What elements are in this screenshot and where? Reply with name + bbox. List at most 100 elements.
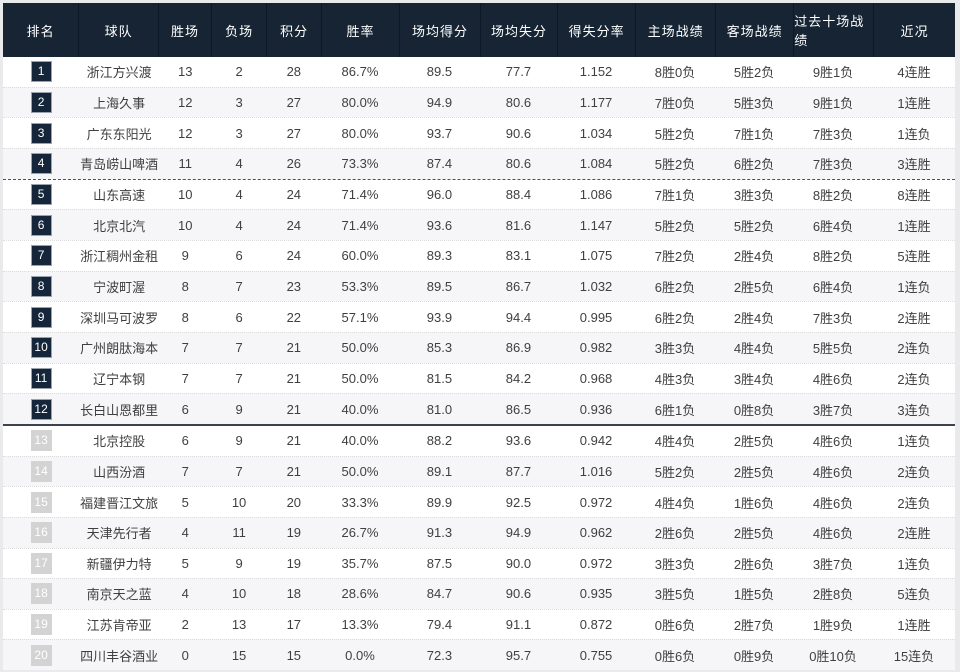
avg-conceded-value: 90.6 [505,125,532,141]
team-name: 四川丰谷酒业 [80,648,159,664]
away-record-value: 1胜6负 [733,495,775,511]
ratio-value: 1.177 [579,94,613,110]
home-record-value: 4胜4负 [654,495,696,511]
win-pct-value: 0.0% [345,647,375,663]
rank-cell: 16 [3,522,79,544]
avg-scored-value: 94.9 [426,94,453,110]
avg-conceded-value: 95.7 [505,647,532,663]
points-value: 17 [286,617,302,633]
ratio-value: 0.942 [579,433,613,449]
column-header: 胜场 [158,3,211,57]
home-record-value: 5胜2负 [654,126,696,142]
streak-value: 2连负 [897,371,931,387]
win-pct-value: 71.4% [341,217,379,233]
away-record-value: 2胜5负 [733,434,775,450]
team-name: 北京北汽 [93,218,146,234]
rank-badge: 19 [30,614,52,636]
team-name: 上海久事 [93,95,146,111]
home-record-value: 0胜6负 [654,618,696,634]
wins-value: 9 [181,248,189,264]
points-value: 23 [286,278,302,294]
avg-scored-value: 93.7 [426,125,453,141]
streak-value: 1连负 [897,279,931,295]
avg-conceded-value: 94.9 [505,525,532,541]
rank-cell: 1 [3,61,79,83]
table-row: 2 上海久事 12 3 27 80.0% 94.9 80.6 1.177 7胜0… [3,86,955,118]
rank-badge: 12 [30,398,52,420]
rank-badge: 14 [30,460,52,482]
win-pct-value: 86.7% [341,64,379,80]
rank-cell: 9 [3,306,79,328]
ratio-value: 0.872 [579,617,613,633]
home-record-value: 3胜3负 [654,341,696,357]
streak-value: 2连负 [897,464,931,480]
away-record-value: 4胜4负 [733,341,775,357]
streak-value: 1连负 [897,556,931,572]
table-row: 9 深圳马可波罗 8 6 22 57.1% 93.9 94.4 0.995 6胜… [3,301,955,332]
avg-conceded-value: 77.7 [505,64,532,80]
away-record-value: 1胜5负 [733,587,775,603]
table-row: 16 天津先行者 4 11 19 26.7% 91.3 94.9 0.962 2… [3,516,955,548]
streak-value: 8连胜 [897,187,931,203]
column-header: 过去十场战绩 [793,3,873,57]
home-record-value: 3胜3负 [654,556,696,572]
wins-value: 8 [181,309,189,325]
away-record-value: 5胜3负 [733,95,775,111]
win-pct-value: 80.0% [341,94,379,110]
win-pct-value: 35.7% [341,555,379,571]
last10-record-value: 7胜3负 [812,157,854,173]
points-value: 18 [286,586,302,602]
last10-record-value: 4胜6负 [812,371,854,387]
wins-value: 8 [181,278,189,294]
wins-value: 10 [178,186,193,202]
streak-value: 3连胜 [897,157,931,173]
team-name: 长白山恩都里 [80,402,159,418]
streak-value: 5连负 [897,587,931,603]
standings-table: 排名 球队 胜场 负场 积分 胜率 场均得分 场均失分 得失分率 主场战绩 客场战绩 过去十场战绩 近况… [3,3,955,671]
away-record-value: 2胜4负 [733,249,775,265]
avg-scored-value: 89.9 [426,494,453,510]
table-row: 20 四川丰谷酒业 0 15 15 0.0% 72.3 95.7 0.755 0… [3,639,955,671]
away-record-value: 2胜5负 [733,279,775,295]
avg-scored-value: 93.9 [426,309,453,325]
losses-value: 6 [235,248,243,264]
losses-value: 10 [231,586,247,602]
ratio-value: 0.972 [579,555,613,571]
losses-value: 7 [235,370,243,386]
wins-value: 12 [178,125,193,141]
last10-record-value: 6胜4负 [812,218,854,234]
avg-scored-value: 89.3 [426,248,453,264]
points-value: 27 [286,125,302,141]
streak-value: 2连负 [897,495,931,511]
home-record-value: 6胜1负 [654,402,696,418]
win-pct-value: 80.0% [341,125,379,141]
team-name: 天津先行者 [86,526,152,542]
table-header-row: 排名 球队 胜场 负场 积分 胜率 场均得分 场均失分 得失分率 主场战绩 客场战绩 过去十场战绩 近况 [3,3,955,57]
home-record-value: 4胜3负 [654,371,696,387]
away-record-value: 2胜4负 [733,310,775,326]
ratio-value: 0.755 [579,647,613,663]
rank-badge: 1 [30,61,52,83]
avg-scored-value: 84.7 [426,586,453,602]
column-header: 负场 [210,3,267,57]
ratio-value: 0.982 [579,340,613,356]
rank-badge: 13 [30,430,52,452]
table-row: 7 浙江稠州金租 9 6 24 60.0% 89.3 83.1 1.075 7胜… [3,239,955,271]
points-value: 21 [286,433,302,449]
rank-badge: 20 [30,644,52,666]
team-name: 宁波町渥 [93,279,146,295]
team-name: 南京天之蓝 [86,587,152,603]
streak-value: 4连胜 [897,65,931,81]
column-header: 场均失分 [479,3,557,57]
streak-value: 1连胜 [897,218,931,234]
avg-conceded-value: 81.6 [505,217,532,233]
avg-scored-value: 89.5 [426,278,453,294]
rank-cell: 5 [3,183,79,205]
avg-conceded-value: 90.6 [505,586,532,602]
rank-badge: 9 [30,306,52,328]
team-name: 青岛崂山啤酒 [80,157,159,173]
home-record-value: 5胜2负 [654,464,696,480]
streak-value: 15连负 [893,648,935,664]
win-pct-value: 57.1% [341,309,379,325]
